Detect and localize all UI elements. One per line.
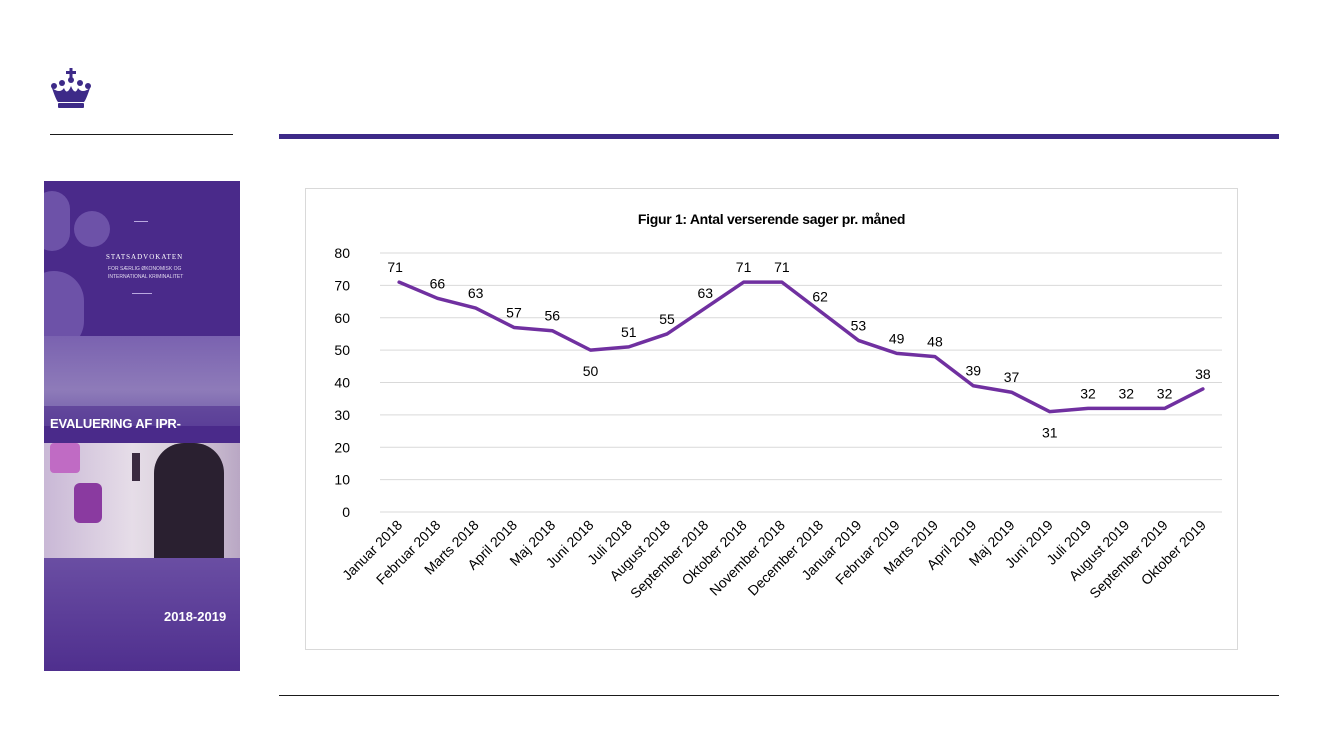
y-tick-label: 40 (334, 375, 350, 391)
data-label: 56 (544, 308, 560, 324)
y-tick-label: 10 (334, 472, 350, 488)
data-label: 57 (506, 304, 522, 320)
cover-photo-person (154, 443, 224, 558)
chart-title: Figur 1: Antal verserende sager pr. måne… (637, 211, 906, 227)
cover-decoration (44, 191, 70, 251)
footer-rule (279, 695, 1279, 696)
data-label: 63 (698, 285, 714, 301)
cover-floor (44, 558, 240, 671)
cover-photo-bottle (132, 453, 140, 481)
data-label: 62 (812, 288, 828, 304)
cover-photo-chair (74, 483, 102, 523)
data-label: 48 (927, 334, 943, 350)
data-label: 51 (621, 324, 637, 340)
cover-photo (44, 443, 240, 558)
data-label: 53 (851, 317, 867, 333)
cover-crown-icon (134, 215, 148, 222)
y-tick-label: 0 (342, 504, 350, 520)
data-label: 63 (468, 285, 484, 301)
cover-photo-chair (50, 443, 80, 473)
data-label: 38 (1195, 366, 1211, 382)
cover-years: 2018-2019 (164, 609, 227, 624)
data-label: 37 (1004, 369, 1020, 385)
y-tick-label: 20 (334, 439, 350, 455)
data-label: 39 (965, 363, 981, 379)
data-label: 55 (659, 311, 675, 327)
header-accent-rule (279, 134, 1279, 139)
series-line (397, 280, 1205, 414)
data-label: 71 (774, 259, 790, 275)
cover-publisher: STATSADVOKATEN (106, 253, 184, 261)
data-label: 71 (736, 259, 752, 275)
data-label: 71 (387, 259, 403, 275)
crown-logo-icon (51, 68, 91, 108)
data-label: 31 (1042, 425, 1058, 441)
y-tick-label: 70 (334, 277, 350, 293)
data-label: 32 (1119, 385, 1135, 401)
cover-title: EVALUERING AF IPR-OMRÅDET (44, 406, 240, 467)
left-header-rule (50, 134, 233, 135)
cover-divider (132, 293, 152, 294)
chart-container: Figur 1: Antal verserende sager pr. måne… (305, 188, 1238, 650)
data-label: 50 (583, 363, 599, 379)
report-cover-image: STATSADVOKATEN FOR SÆRLIG ØKONOMISK OG I… (44, 181, 240, 671)
y-tick-label: 80 (334, 245, 350, 261)
y-tick-label: 60 (334, 310, 350, 326)
cover-publisher-sub: FOR SÆRLIG ØKONOMISK OG INTERNATIONAL KR… (108, 266, 184, 280)
data-label: 49 (889, 330, 905, 346)
data-label: 66 (430, 275, 446, 291)
data-label: 32 (1080, 385, 1096, 401)
data-label: 32 (1157, 385, 1173, 401)
y-tick-label: 30 (334, 407, 350, 423)
cover-decoration (74, 211, 110, 247)
y-tick-label: 50 (334, 342, 350, 358)
